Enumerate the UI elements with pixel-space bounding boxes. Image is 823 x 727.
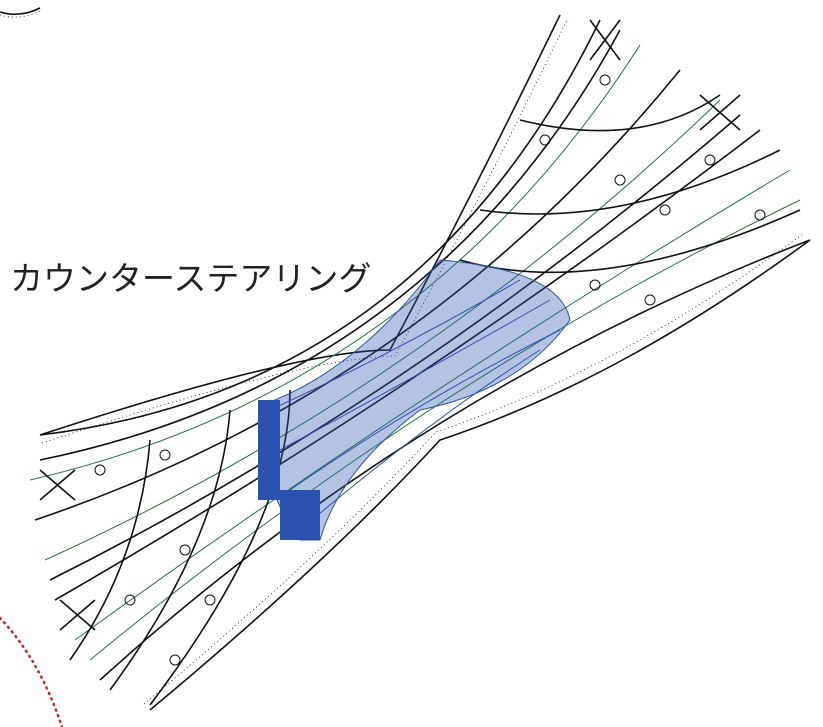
cross-member: [69, 439, 151, 661]
strand-bundle: [29, 14, 811, 711]
arc-hatch: [0, 9, 43, 18]
blue-block: [258, 400, 280, 500]
strand: [39, 29, 621, 461]
blue-block: [280, 490, 320, 540]
strand: [74, 169, 791, 641]
boundary-circle: [0, 616, 64, 727]
strand: [44, 99, 721, 561]
strand: [54, 129, 761, 601]
cross-member: [519, 94, 721, 132]
strand: [49, 114, 741, 581]
label: カウンターステアリング: [10, 259, 371, 298]
strand: [89, 199, 801, 661]
outer-boundary: [149, 239, 811, 711]
boundary-hatch: [41, 17, 569, 444]
cross-member: [109, 409, 231, 691]
outer-boundary: [39, 14, 561, 436]
strand: [39, 19, 601, 436]
strand: [29, 44, 641, 481]
strand: [34, 69, 681, 521]
end-frame: [39, 19, 741, 631]
cross-member: [459, 209, 801, 274]
dense-region: [259, 259, 571, 541]
arc-fragment: [0, 7, 41, 16]
cross-member: [479, 149, 781, 215]
cross-member: [149, 389, 291, 706]
strand: [99, 239, 811, 681]
anchors: [94, 74, 766, 666]
blue-strands: [269, 279, 561, 531]
